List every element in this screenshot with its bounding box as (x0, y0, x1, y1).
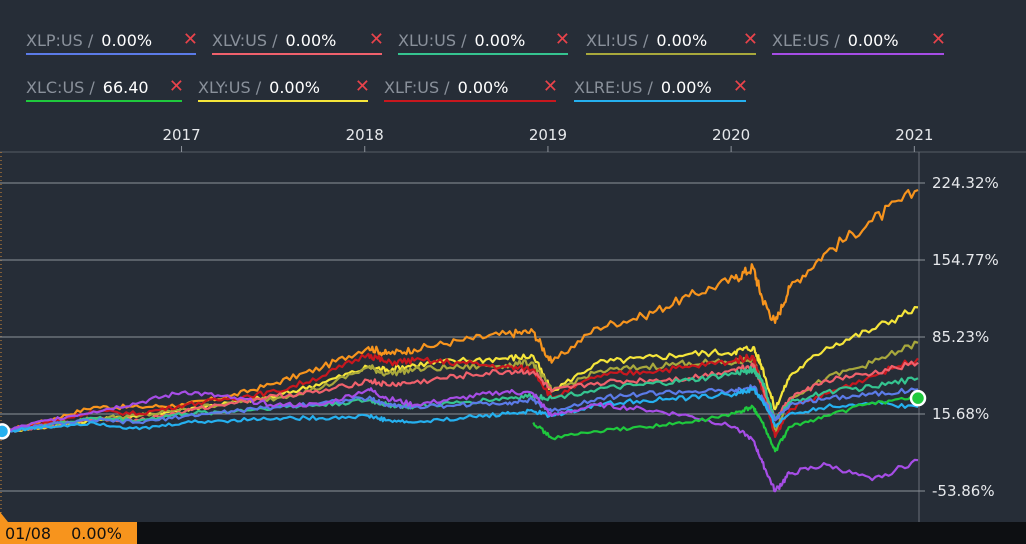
x-tick-label: 2019 (529, 126, 567, 144)
legend-symbol: XLY:US / (198, 77, 262, 97)
legend-value: 0.00% (847, 30, 899, 50)
legend-value: 0.00% (474, 30, 526, 50)
legend-color-underline (574, 100, 746, 102)
legend-value: 66.40 (102, 77, 149, 97)
legend-value: 0.00% (656, 30, 708, 50)
legend-value: 0.00% (101, 30, 153, 50)
remove-series-icon[interactable]: ✕ (554, 29, 570, 50)
legend-color-underline (586, 53, 756, 55)
legend-color-underline (26, 100, 182, 102)
legend-item-xlf[interactable]: XLF:US / 0.00% ✕ (384, 72, 558, 102)
legend-color-underline (772, 53, 944, 55)
cursor-date-readout: 01/08 0.00% (0, 522, 137, 544)
series-line-xlf (1, 352, 919, 438)
remove-series-icon[interactable]: ✕ (742, 29, 758, 50)
line-chart[interactable]: 2017 2018 2019 2020 2021 224.32% 154.77% 85.23… (0, 118, 1026, 522)
x-tick-label: 2021 (895, 126, 933, 144)
series-line-xlp (1, 384, 919, 433)
y-tick-label: 85.23% (932, 328, 989, 346)
legend-color-underline (384, 100, 556, 102)
x-axis: 2017 2018 2019 2020 2021 (162, 126, 933, 152)
legend: XLP:US / 0.00% ✕ XLV:US / 0.00% ✕ XLU:US / 0.00… (0, 0, 1026, 118)
y-tick-label: 15.68% (932, 405, 989, 423)
y-tick-label: 154.77% (932, 251, 999, 269)
cursor-anchor-icon (0, 512, 8, 522)
legend-item-xlre[interactable]: XLRE:US / 0.00% ✕ (574, 72, 748, 102)
legend-symbol: XLI:US / (586, 30, 649, 50)
legend-symbol: XLE:US / (772, 30, 840, 50)
remove-series-icon[interactable]: ✕ (732, 76, 748, 97)
legend-symbol: XLV:US / (212, 30, 278, 50)
x-tick-label: 2017 (162, 126, 200, 144)
last-value-marker[interactable] (909, 389, 927, 407)
legend-value: 0.00% (457, 77, 509, 97)
remove-series-icon[interactable]: ✕ (368, 29, 384, 50)
x-tick-label: 2018 (346, 126, 384, 144)
legend-item-xlp[interactable]: XLP:US / 0.00% ✕ (26, 25, 198, 55)
legend-symbol: XLRE:US / (574, 77, 653, 97)
legend-value: 0.00% (269, 77, 320, 97)
markers (0, 389, 927, 522)
legend-color-underline (398, 53, 568, 55)
legend-item-xly[interactable]: XLY:US / 0.00% ✕ (198, 72, 370, 102)
remove-series-icon[interactable]: ✕ (168, 76, 184, 97)
footer-bar: 01/08 0.00% (0, 522, 1026, 544)
legend-symbol: XLP:US / (26, 30, 94, 50)
series-line-xlre (1, 386, 919, 433)
series-line-xly (1, 306, 919, 434)
legend-symbol: XLC:US / (26, 77, 95, 97)
legend-item-xlc[interactable]: XLC:US / 66.40 ✕ (26, 72, 184, 102)
y-tick-label: 224.32% (932, 174, 999, 192)
legend-color-underline (212, 53, 382, 55)
legend-symbol: XLU:US / (398, 30, 467, 50)
series-line-xle (1, 387, 919, 493)
y-tick-label: -53.86% (932, 482, 995, 500)
remove-series-icon[interactable]: ✕ (542, 76, 558, 97)
legend-color-underline (26, 53, 196, 55)
remove-series-icon[interactable]: ✕ (930, 29, 946, 50)
legend-value: 0.00% (660, 77, 712, 97)
series-lines (1, 188, 919, 493)
legend-value: 0.00% (285, 30, 337, 50)
remove-series-icon[interactable]: ✕ (182, 29, 198, 50)
y-axis: 224.32% 154.77% 85.23% 15.68% -53.86% (932, 174, 999, 500)
series-line-xlc (532, 395, 919, 453)
legend-item-xlv[interactable]: XLV:US / 0.00% ✕ (212, 25, 384, 55)
legend-color-underline (198, 100, 368, 102)
cursor-date: 01/08 (5, 523, 52, 543)
legend-item-xli[interactable]: XLI:US / 0.00% ✕ (586, 25, 758, 55)
cursor-value: 0.00% (71, 523, 122, 543)
start-point-marker[interactable] (0, 423, 11, 440)
legend-item-xlu[interactable]: XLU:US / 0.00% ✕ (398, 25, 570, 55)
legend-item-xle[interactable]: XLE:US / 0.00% ✕ (772, 25, 946, 55)
legend-symbol: XLF:US / (384, 77, 450, 97)
x-tick-label: 2020 (712, 126, 750, 144)
remove-series-icon[interactable]: ✕ (354, 76, 370, 97)
series-line-xlk (1, 188, 919, 433)
